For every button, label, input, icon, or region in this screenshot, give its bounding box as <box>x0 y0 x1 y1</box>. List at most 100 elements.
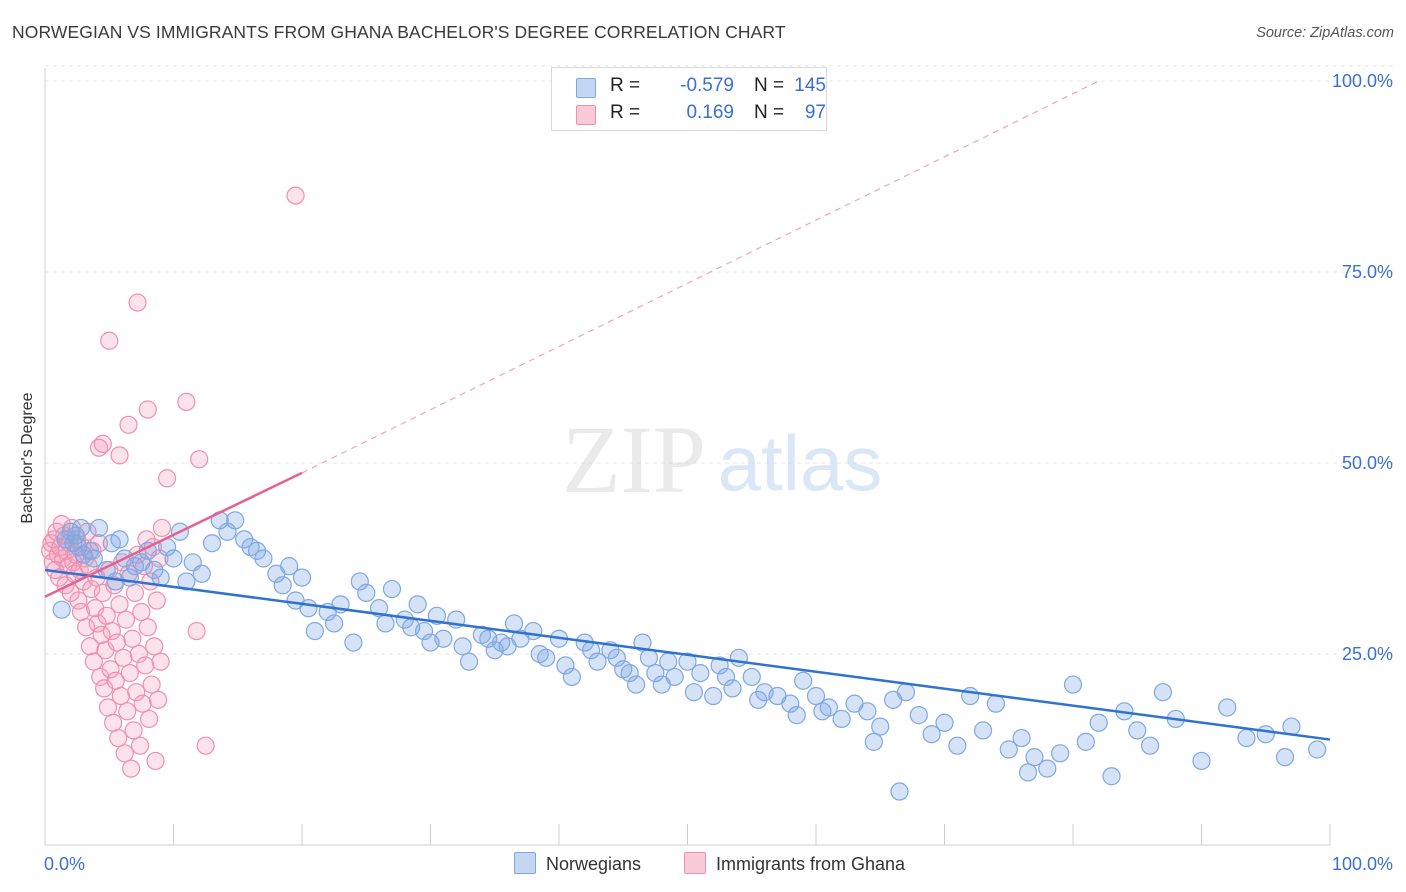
norwegian-point <box>357 583 376 602</box>
watermark-zip: ZIP <box>562 406 706 513</box>
norwegian-point <box>1063 675 1083 694</box>
norwegian-point <box>935 713 954 732</box>
norwegian-point <box>1038 759 1057 778</box>
norwegian-point <box>973 721 993 740</box>
series-ghana-points <box>41 186 305 778</box>
norwegian-point <box>1237 728 1256 748</box>
norwegian-point <box>864 732 883 751</box>
norwegian-point <box>192 564 211 583</box>
norwegian-point <box>84 549 103 568</box>
y-tick-label: 50.0% <box>1342 453 1393 473</box>
norwegian-point <box>1051 744 1070 763</box>
norwegian-point <box>1218 698 1237 717</box>
ghana-point <box>286 186 305 205</box>
trend-lines <box>44 80 1331 741</box>
bottom-legend-swatch-blue <box>514 852 536 874</box>
ghana-point <box>104 713 123 732</box>
norwegian-point <box>325 614 344 633</box>
y-tick-label: 75.0% <box>1342 262 1393 282</box>
norwegian-point <box>716 667 736 687</box>
norwegian-point <box>909 706 928 725</box>
ghana-point <box>148 690 168 709</box>
norwegian-point <box>1308 740 1327 759</box>
norwegian-point <box>620 663 639 683</box>
ghana-point <box>136 656 155 675</box>
ghana-point <box>101 660 120 679</box>
axes <box>44 68 1331 846</box>
norwegian-point <box>1076 732 1095 751</box>
norwegian-point <box>177 572 196 591</box>
norwegian-point <box>110 530 129 549</box>
norwegian-point <box>1192 751 1211 771</box>
ghana-point <box>138 400 157 419</box>
norwegian-point <box>858 702 877 721</box>
ghana-point <box>151 652 170 671</box>
ghana-point <box>115 744 134 763</box>
ghana-point <box>111 686 130 706</box>
norwegian-point <box>922 725 941 744</box>
bottom-legend-norwegians: Norwegians <box>514 852 641 875</box>
source-label: Source: ZipAtlas.com <box>1256 25 1394 41</box>
norwegian-point <box>781 694 800 713</box>
trend-line-ghana-extension <box>301 80 1099 474</box>
norwegian-point <box>607 648 626 667</box>
norwegian-point <box>588 652 607 671</box>
norwegian-point <box>723 679 742 698</box>
legend-r-value: -0.579 <box>680 75 734 96</box>
norwegian-point <box>504 614 524 633</box>
norwegian-point <box>226 511 245 530</box>
norwegian-point <box>1153 683 1173 702</box>
norwegian-point <box>832 709 851 729</box>
ghana-point <box>92 625 111 645</box>
norwegian-point <box>280 557 299 576</box>
bottom-legend-label: Norwegians <box>546 854 642 874</box>
ghana-point <box>118 702 137 721</box>
ghana-point <box>93 434 112 453</box>
norwegian-point <box>948 736 967 755</box>
ghana-point <box>116 610 136 629</box>
norwegian-point <box>344 633 363 652</box>
ghana-point <box>130 736 150 755</box>
ghana-point <box>138 618 157 637</box>
ghana-point <box>119 415 138 434</box>
norwegian-point <box>710 656 729 675</box>
norwegian-point <box>434 629 453 648</box>
norwegian-point <box>350 572 369 591</box>
watermark-atlas: atlas <box>718 419 883 507</box>
y-tick-label: 100.0% <box>1332 71 1393 91</box>
norwegian-point <box>1256 725 1275 744</box>
trend-line-norwegians <box>44 568 1331 741</box>
ghana-point <box>128 293 147 312</box>
ghana-point <box>109 728 128 748</box>
norwegian-point <box>459 652 479 671</box>
norwegian-point <box>1012 728 1031 748</box>
x-tick-label-min: 0.0% <box>44 854 85 874</box>
legend-swatch-pink <box>576 105 596 125</box>
norwegian-point <box>999 740 1018 759</box>
norwegian-point <box>787 706 806 725</box>
bottom-legend-label: Immigrants from Ghana <box>716 854 906 874</box>
norwegian-point <box>1128 721 1147 740</box>
ghana-point <box>129 644 148 664</box>
norwegian-point <box>254 549 273 568</box>
ghana-point <box>110 446 129 465</box>
norwegian-point <box>537 648 556 667</box>
ghana-point <box>145 637 164 656</box>
norwegian-point <box>524 621 543 641</box>
y-tick-label: 25.0% <box>1342 644 1393 664</box>
ghana-point <box>133 694 152 713</box>
ghana-point <box>91 667 110 687</box>
ghana-point <box>125 583 145 602</box>
ghana-point <box>139 709 159 729</box>
legend-n-label: N = <box>754 75 785 96</box>
ghana-point <box>177 392 196 411</box>
norwegian-point <box>1018 763 1038 782</box>
ghana-point <box>69 591 88 610</box>
norwegian-point <box>202 534 222 553</box>
bottom-legend-swatch-pink <box>684 852 706 874</box>
ghana-point <box>102 621 121 641</box>
norwegian-point <box>646 663 665 683</box>
ghana-point <box>84 652 103 671</box>
norwegian-point <box>145 560 164 580</box>
